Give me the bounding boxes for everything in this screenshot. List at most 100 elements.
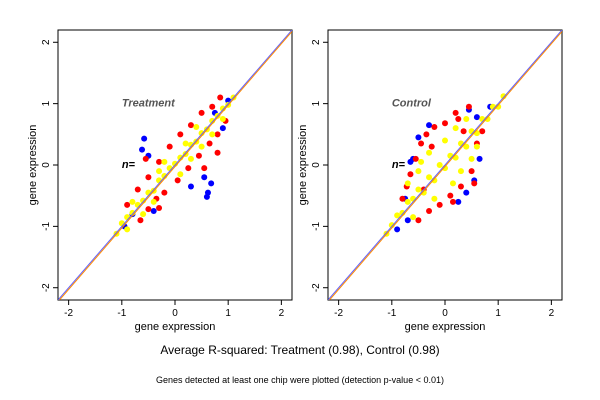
- data-layer: [328, 30, 562, 300]
- count-annotation: n=: [122, 159, 136, 171]
- red-point: [145, 206, 152, 213]
- yellow-point: [150, 198, 157, 205]
- red-point: [457, 183, 464, 190]
- figure-caption: Average R-squared: Treatment (0.98), Con…: [160, 343, 440, 357]
- blue-point: [426, 122, 433, 129]
- yellow-point: [468, 155, 475, 162]
- blue-point: [415, 134, 422, 141]
- red-point: [468, 168, 475, 175]
- blue-point: [407, 158, 414, 165]
- panel-title: Control: [392, 98, 432, 110]
- yellow-point: [198, 143, 205, 150]
- yellow-point: [187, 155, 194, 162]
- yellow-point: [463, 143, 470, 150]
- red-point: [423, 131, 430, 138]
- blue-point: [141, 135, 148, 142]
- yellow-point: [129, 198, 136, 205]
- blue-point: [203, 193, 210, 200]
- y-tick-label: 0: [41, 162, 52, 168]
- y-axis-label: gene expression: [27, 125, 39, 206]
- blue-point: [208, 180, 215, 187]
- x-tick-label: 2: [279, 308, 285, 319]
- red-point: [442, 120, 448, 127]
- red-point: [431, 123, 438, 130]
- yellow-point: [463, 115, 470, 122]
- blue-point: [463, 189, 470, 196]
- red-point: [452, 109, 459, 116]
- y-tick-label: -1: [311, 221, 322, 230]
- blue-point: [219, 125, 226, 132]
- blue-point: [150, 208, 157, 215]
- yellow-point: [449, 180, 456, 187]
- yellow-point: [219, 115, 226, 122]
- x-tick-label: 0: [172, 308, 178, 319]
- blue-point: [394, 226, 401, 233]
- red-point: [206, 140, 213, 147]
- red-point: [412, 155, 419, 162]
- red-point: [479, 128, 486, 135]
- y-tick-label: 2: [311, 39, 322, 45]
- blue-point: [201, 174, 208, 181]
- x-tick-label: 1: [225, 308, 231, 319]
- yellow-point: [156, 168, 163, 175]
- y-tick-label: 0: [311, 162, 322, 168]
- figure-footnote: Genes detected at least one chip were pl…: [156, 375, 444, 385]
- yellow-point: [177, 171, 184, 178]
- y-tick-label: 2: [41, 39, 52, 45]
- y-tick-label: 1: [311, 100, 322, 106]
- yellow-point: [161, 158, 168, 165]
- red-point: [166, 143, 173, 150]
- red-point: [428, 143, 435, 150]
- yellow-point: [415, 168, 422, 175]
- yellow-point: [140, 211, 147, 218]
- x-axis-label: gene expression: [135, 321, 216, 333]
- red-point: [198, 109, 205, 116]
- red-point: [407, 171, 414, 178]
- reference-line: [59, 31, 292, 300]
- yellow-point: [473, 143, 480, 150]
- red-point: [217, 94, 224, 101]
- red-point: [399, 195, 406, 202]
- scatter-plots: -2 -1 0 1 2 -2 -1 0 1 2 gene expression gene expres…: [27, 29, 563, 333]
- red-point: [177, 131, 184, 138]
- red-point: [449, 198, 456, 205]
- yellow-point: [209, 131, 216, 138]
- red-point: [161, 189, 168, 196]
- x-tick-label: -2: [64, 308, 73, 319]
- yellow-point: [394, 212, 401, 219]
- yellow-point: [124, 226, 131, 233]
- blue-point: [404, 217, 411, 224]
- red-point: [426, 208, 433, 215]
- red-point: [137, 217, 144, 224]
- red-point: [209, 103, 216, 110]
- y-tick-label: -1: [41, 221, 52, 230]
- x-tick-label: 1: [495, 308, 501, 319]
- red-point: [156, 204, 163, 211]
- blue-point: [476, 155, 483, 162]
- yellow-point: [431, 195, 438, 202]
- red-point: [124, 201, 131, 208]
- red-point: [471, 180, 478, 187]
- red-point: [455, 115, 462, 122]
- red-point: [418, 140, 425, 147]
- yellow-point: [182, 140, 189, 147]
- x-tick-label: 0: [442, 308, 448, 319]
- reference-line: [58, 30, 292, 300]
- blue-point: [187, 183, 194, 190]
- x-tick-label: 2: [549, 308, 555, 319]
- yellow-point: [404, 198, 411, 205]
- blue-point: [139, 146, 146, 153]
- red-point: [465, 103, 472, 110]
- yellow-point: [193, 123, 200, 130]
- yellow-point: [415, 186, 422, 193]
- yellow-point: [410, 214, 417, 221]
- red-point: [142, 155, 149, 162]
- red-point: [187, 122, 194, 129]
- yellow-point: [452, 125, 459, 132]
- blue-point: [473, 114, 480, 121]
- blue-point: [455, 198, 462, 205]
- x-axis-label: gene expression: [405, 321, 486, 333]
- count-annotation: n=: [392, 159, 406, 171]
- red-point: [174, 177, 181, 184]
